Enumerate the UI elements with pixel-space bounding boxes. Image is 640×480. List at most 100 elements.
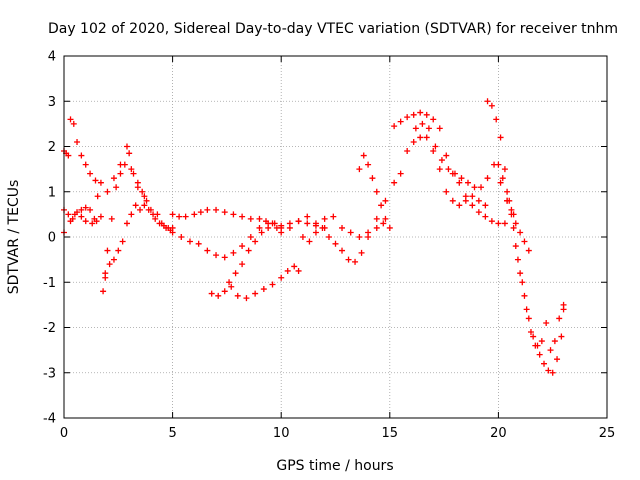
data-point bbox=[464, 179, 471, 186]
data-point bbox=[145, 206, 152, 213]
data-point bbox=[525, 247, 532, 254]
data-point bbox=[365, 234, 372, 240]
data-point bbox=[456, 179, 463, 186]
x-tick-label: 15 bbox=[382, 426, 399, 441]
data-point bbox=[115, 247, 122, 254]
data-point bbox=[176, 213, 183, 220]
data-point bbox=[232, 270, 239, 277]
data-point bbox=[475, 197, 482, 204]
data-point bbox=[356, 166, 363, 173]
series-track-8 bbox=[169, 220, 280, 261]
data-point bbox=[458, 175, 465, 182]
data-point bbox=[517, 270, 524, 277]
data-point bbox=[260, 286, 267, 293]
x-tick-label: 10 bbox=[273, 426, 290, 441]
data-point bbox=[123, 143, 130, 150]
data-point bbox=[304, 213, 311, 220]
data-point bbox=[213, 206, 220, 213]
data-point bbox=[432, 143, 439, 150]
data-point bbox=[182, 213, 189, 220]
data-point bbox=[469, 202, 476, 209]
data-point bbox=[425, 125, 432, 132]
data-point bbox=[436, 166, 443, 173]
data-point bbox=[239, 243, 246, 250]
x-tick-label: 20 bbox=[490, 426, 507, 441]
data-point bbox=[369, 175, 376, 182]
data-point bbox=[525, 315, 532, 322]
data-point bbox=[519, 279, 526, 286]
data-point bbox=[493, 116, 500, 123]
data-point bbox=[74, 138, 81, 145]
data-point bbox=[252, 238, 259, 245]
data-point bbox=[556, 315, 563, 322]
series-track-14 bbox=[365, 170, 404, 240]
data-point bbox=[247, 215, 254, 222]
data-point bbox=[499, 175, 506, 182]
data-point bbox=[215, 292, 222, 299]
data-point bbox=[82, 204, 89, 211]
data-point bbox=[169, 211, 176, 218]
data-point bbox=[245, 247, 252, 254]
data-point bbox=[373, 188, 380, 195]
data-point bbox=[306, 238, 313, 245]
x-axis-label: GPS time / hours bbox=[276, 458, 393, 474]
data-point bbox=[299, 234, 306, 240]
data-point bbox=[128, 211, 135, 218]
data-point bbox=[158, 220, 165, 227]
data-point bbox=[82, 218, 89, 225]
data-point bbox=[204, 247, 211, 254]
data-point bbox=[128, 166, 135, 173]
series-track-5 bbox=[102, 202, 174, 281]
data-point bbox=[345, 256, 352, 263]
x-tick-label: 25 bbox=[599, 426, 616, 441]
data-point bbox=[265, 224, 272, 231]
data-point bbox=[278, 229, 285, 236]
data-point bbox=[197, 209, 204, 216]
data-point bbox=[130, 170, 137, 177]
data-point bbox=[484, 98, 491, 105]
data-point bbox=[430, 116, 437, 123]
data-point bbox=[543, 319, 550, 326]
data-point bbox=[117, 161, 124, 168]
series-track-19 bbox=[495, 161, 567, 354]
data-point bbox=[213, 252, 220, 259]
data-point bbox=[278, 274, 285, 281]
data-point bbox=[102, 274, 109, 281]
data-point bbox=[373, 224, 380, 231]
data-point bbox=[382, 215, 389, 222]
data-point bbox=[93, 218, 100, 225]
data-point bbox=[512, 220, 519, 227]
data-point bbox=[284, 267, 291, 274]
data-point bbox=[332, 240, 339, 247]
data-point bbox=[417, 109, 424, 116]
data-point bbox=[478, 184, 485, 191]
y-tick-label: 3 bbox=[48, 95, 56, 110]
data-point bbox=[339, 224, 346, 231]
data-point bbox=[221, 254, 228, 261]
data-point bbox=[258, 229, 265, 236]
data-point bbox=[475, 209, 482, 216]
data-point bbox=[488, 102, 495, 109]
data-point bbox=[482, 213, 489, 220]
y-tick-label: 0 bbox=[48, 231, 56, 246]
data-point bbox=[484, 175, 491, 182]
data-point bbox=[521, 292, 528, 299]
data-point bbox=[92, 177, 99, 184]
data-point bbox=[104, 188, 111, 195]
x-tick-label: 0 bbox=[60, 426, 68, 441]
data-point bbox=[358, 249, 365, 256]
data-point bbox=[551, 338, 558, 345]
data-point bbox=[108, 215, 115, 222]
data-point bbox=[504, 188, 511, 195]
data-point bbox=[497, 134, 504, 141]
data-point bbox=[534, 342, 541, 349]
data-point bbox=[97, 179, 104, 186]
data-point bbox=[312, 229, 319, 236]
data-point bbox=[360, 152, 367, 159]
data-point bbox=[547, 347, 554, 354]
data-point bbox=[312, 220, 319, 227]
data-point bbox=[462, 197, 469, 204]
data-point bbox=[554, 356, 561, 363]
data-point bbox=[256, 215, 263, 222]
